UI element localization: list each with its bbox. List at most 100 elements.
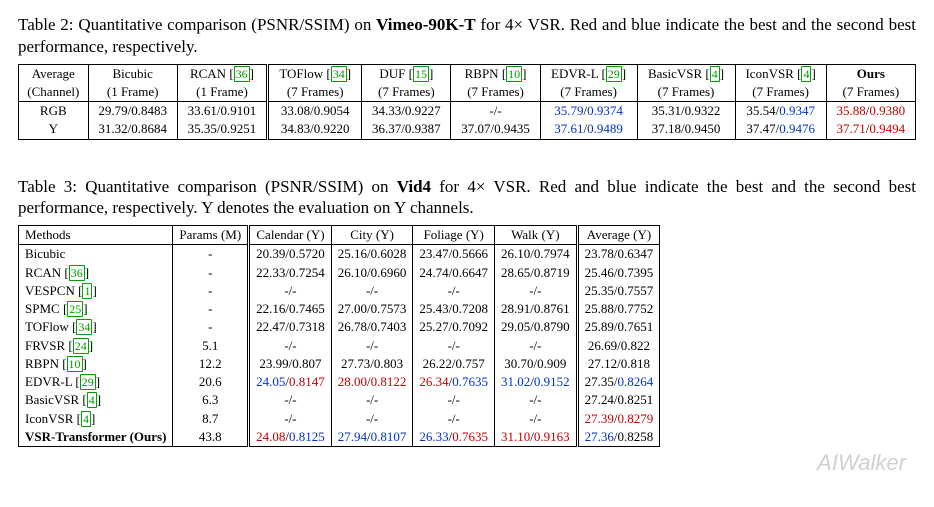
table3-cell: 27.39/0.8279 [577,410,660,428]
table2: AverageBicubicRCAN [36]TOFlow [34]DUF [1… [18,64,916,140]
table2-sub-2: (1 Frame) [177,83,267,102]
table3: MethodsParams (M)Calendar (Y)City (Y)Fol… [18,225,660,447]
cite-link[interactable]: 10 [506,66,522,82]
table3-cell: 27.00/0.7573 [331,300,413,318]
table2-cell: 37.47/0.9476 [735,120,826,139]
table3-cell: -/- [331,282,413,300]
cite-link[interactable]: 4 [801,66,811,82]
cite-link[interactable]: 10 [67,356,83,372]
table2-cell: 29.79/0.8483 [88,102,177,121]
cite-link[interactable]: 36 [234,66,250,82]
table3-cell: 24.74/0.6647 [413,264,495,282]
table2-sub-4: (7 Frames) [362,83,451,102]
table3-cell: 31.02/0.9152 [495,373,578,391]
table2-cell: 35.54/0.9347 [735,102,826,121]
table3-cell: 22.16/0.7465 [249,300,332,318]
table3-cell: -/- [413,391,495,409]
table2-sub-8: (7 Frames) [735,83,826,102]
table3-cell: -/- [249,282,332,300]
cite-link[interactable]: 34 [76,319,92,335]
table3-cell: 26.33/0.7635 [413,428,495,447]
table2-cell: 34.33/0.9227 [362,102,451,121]
table2-col-8: IconVSR [4] [735,64,826,83]
table2-cell: 37.07/0.9435 [451,120,540,139]
table3-params: 20.6 [173,373,249,391]
table3-method: BasicVSR [4] [19,391,173,409]
table3-col-0: Methods [19,226,173,245]
table3-cell: 29.05/0.8790 [495,318,578,336]
table3-cell: -/- [331,391,413,409]
table2-cell: 35.79/0.9374 [540,102,637,121]
table2-row: Y31.32/0.868435.35/0.925134.83/0.922036.… [19,120,916,139]
table2-cell: 37.18/0.9450 [637,120,735,139]
cite-link[interactable]: 25 [67,301,83,317]
table3-method: RCAN [36] [19,264,173,282]
table2-sub-9: (7 Frames) [826,83,915,102]
table2-head-row2: (Channel)(1 Frame)(1 Frame)(7 Frames)(7 … [19,83,916,102]
table2-caption: Table 2: Quantitative comparison (PSNR/S… [18,14,916,58]
table2-cell: -/- [451,102,540,121]
table3-cell: 30.70/0.909 [495,355,578,373]
table3-method: Bicubic [19,245,173,264]
table3-cell: -/- [249,337,332,355]
table3-cell: 28.91/0.8761 [495,300,578,318]
table2-col-6: EDVR-L [29] [540,64,637,83]
table3-method: EDVR-L [29] [19,373,173,391]
cite-link[interactable]: 34 [331,66,347,82]
table3-col-2: Calendar (Y) [249,226,332,245]
table2-cell: 34.83/0.9220 [268,120,362,139]
table2-caption-bold: Vimeo-90K-T [376,15,475,34]
cite-link[interactable]: 4 [710,66,720,82]
table3-cell: -/- [413,410,495,428]
table2-row: RGB29.79/0.848333.61/0.910133.08/0.90543… [19,102,916,121]
table3-row: SPMC [25]-22.16/0.746527.00/0.757325.43/… [19,300,660,318]
table2-caption-a: Table 2: Quantitative comparison (PSNR/S… [18,15,376,34]
table2-rowlabel: RGB [19,102,89,121]
cite-link[interactable]: 1 [82,283,92,299]
table3-params: 6.3 [173,391,249,409]
table2-col-9: Ours [826,64,915,83]
table2-sub-7: (7 Frames) [637,83,735,102]
table3-col-6: Average (Y) [577,226,660,245]
table3-cell: 26.69/0.822 [577,337,660,355]
table3-cell: 28.00/0.8122 [331,373,413,391]
table3-row: EDVR-L [29]20.624.05/0.814728.00/0.81222… [19,373,660,391]
cite-link[interactable]: 4 [87,392,97,408]
table3-col-1: Params (M) [173,226,249,245]
table3-cell: -/- [249,410,332,428]
table3-cell: -/- [495,337,578,355]
table2-col-5: RBPN [10] [451,64,540,83]
cite-link[interactable]: 36 [69,265,85,281]
table3-cell: 25.89/0.7651 [577,318,660,336]
table2-sub-6: (7 Frames) [540,83,637,102]
cite-link[interactable]: 29 [606,66,622,82]
cite-link[interactable]: 24 [73,338,89,354]
table3-method: FRVSR [24] [19,337,173,355]
table3-cell: 24.08/0.8125 [249,428,332,447]
cite-link[interactable]: 29 [80,374,96,390]
table2-cell: 35.88/0.9380 [826,102,915,121]
table3-row: VSR-Transformer (Ours)43.824.08/0.812527… [19,428,660,447]
table3-cell: 26.34/0.7635 [413,373,495,391]
table3-cell: 27.24/0.8251 [577,391,660,409]
cite-link[interactable]: 4 [81,411,91,427]
table3-cell: 23.99/0.807 [249,355,332,373]
watermark-text: AIWalker [817,450,906,476]
table3-method: SPMC [25] [19,300,173,318]
cite-link[interactable]: 15 [413,66,429,82]
table2-cell: 36.37/0.9387 [362,120,451,139]
table3-cell: -/- [495,410,578,428]
table3-cell: 24.05/0.8147 [249,373,332,391]
table3-col-5: Walk (Y) [495,226,578,245]
table3-cell: 25.88/0.7752 [577,300,660,318]
table3-cell: -/- [331,410,413,428]
table3-col-4: Foliage (Y) [413,226,495,245]
table2-head-row1: AverageBicubicRCAN [36]TOFlow [34]DUF [1… [19,64,916,83]
table3-row: BasicVSR [4]6.3-/--/--/--/-27.24/0.8251 [19,391,660,409]
table3-cell: 27.94/0.8107 [331,428,413,447]
table2-col-3: TOFlow [34] [268,64,362,83]
table2-sub-1: (1 Frame) [88,83,177,102]
table3-params: - [173,264,249,282]
table3-row: RCAN [36]-22.33/0.725426.10/0.696024.74/… [19,264,660,282]
table3-cell: 27.35/0.8264 [577,373,660,391]
